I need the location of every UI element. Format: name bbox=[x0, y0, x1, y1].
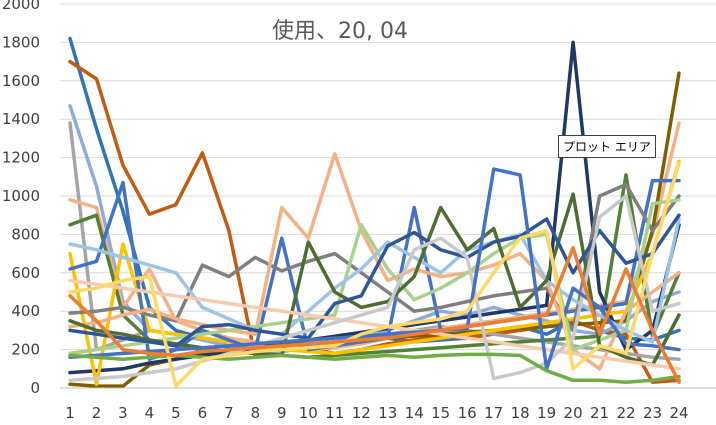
y-tick-label: 1200 bbox=[2, 149, 40, 167]
x-tick-label: 16 bbox=[458, 404, 477, 422]
y-tick-label: 1400 bbox=[2, 110, 40, 128]
gridlines bbox=[60, 3, 716, 351]
x-tick-label: 11 bbox=[325, 404, 344, 422]
y-tick-label: 2000 bbox=[2, 0, 40, 13]
y-tick-label: 1800 bbox=[2, 33, 40, 51]
y-tick-label: 400 bbox=[11, 302, 40, 320]
y-tick-label: 1000 bbox=[2, 187, 40, 205]
x-tick-label: 9 bbox=[277, 404, 287, 422]
x-tick-label: 5 bbox=[171, 404, 181, 422]
x-tick-label: 6 bbox=[198, 404, 208, 422]
x-tick-label: 15 bbox=[431, 404, 450, 422]
x-tick-label: 20 bbox=[564, 404, 583, 422]
x-tick-label: 23 bbox=[643, 404, 662, 422]
series-line-19[interactable] bbox=[68, 167, 681, 371]
x-tick-label: 10 bbox=[299, 404, 318, 422]
series-line-21[interactable] bbox=[68, 161, 681, 388]
series-line-15[interactable] bbox=[68, 192, 681, 367]
x-tick-label: 7 bbox=[224, 404, 234, 422]
y-tick-labels: 0 200 400 600 800 1000 1200 1400 1600 1800 2000 bbox=[2, 0, 40, 397]
y-tick-label: 200 bbox=[11, 341, 40, 359]
x-tick-label: 4 bbox=[145, 404, 155, 422]
series-line-22[interactable] bbox=[68, 246, 681, 384]
series-line-13[interactable] bbox=[68, 198, 681, 356]
series-line-17[interactable] bbox=[68, 278, 681, 371]
chart-title: 使用、20, 04 bbox=[272, 19, 408, 44]
y-tick-label: 0 bbox=[30, 379, 40, 397]
y-tick-label: 600 bbox=[11, 264, 40, 282]
plot-area-tooltip: プロット エリア bbox=[558, 135, 656, 158]
x-tick-labels: 1 2 3 4 5 6 7 8 9 10 11 12 13 14 15 16 17 18 19 20 21 22 23 24 bbox=[65, 404, 688, 422]
y-tick-label: 1600 bbox=[2, 72, 40, 90]
series-line-11[interactable] bbox=[68, 182, 681, 333]
x-tick-label: 2 bbox=[92, 404, 102, 422]
y-tick-label: 800 bbox=[11, 225, 40, 243]
x-tick-label: 13 bbox=[378, 404, 397, 422]
x-tick-label: 24 bbox=[669, 404, 688, 422]
series-line-14[interactable] bbox=[68, 217, 681, 344]
series-lines bbox=[68, 36, 681, 388]
x-tick-label: 22 bbox=[616, 404, 635, 422]
x-tick-label: 1 bbox=[65, 404, 75, 422]
x-tick-label: 14 bbox=[405, 404, 424, 422]
x-tick-label: 8 bbox=[251, 404, 261, 422]
x-tick-label: 21 bbox=[590, 404, 609, 422]
x-tick-label: 18 bbox=[511, 404, 530, 422]
x-tick-label: 12 bbox=[352, 404, 371, 422]
x-tick-label: 19 bbox=[537, 404, 556, 422]
x-tick-label: 3 bbox=[118, 404, 128, 422]
x-tick-label: 17 bbox=[484, 404, 503, 422]
